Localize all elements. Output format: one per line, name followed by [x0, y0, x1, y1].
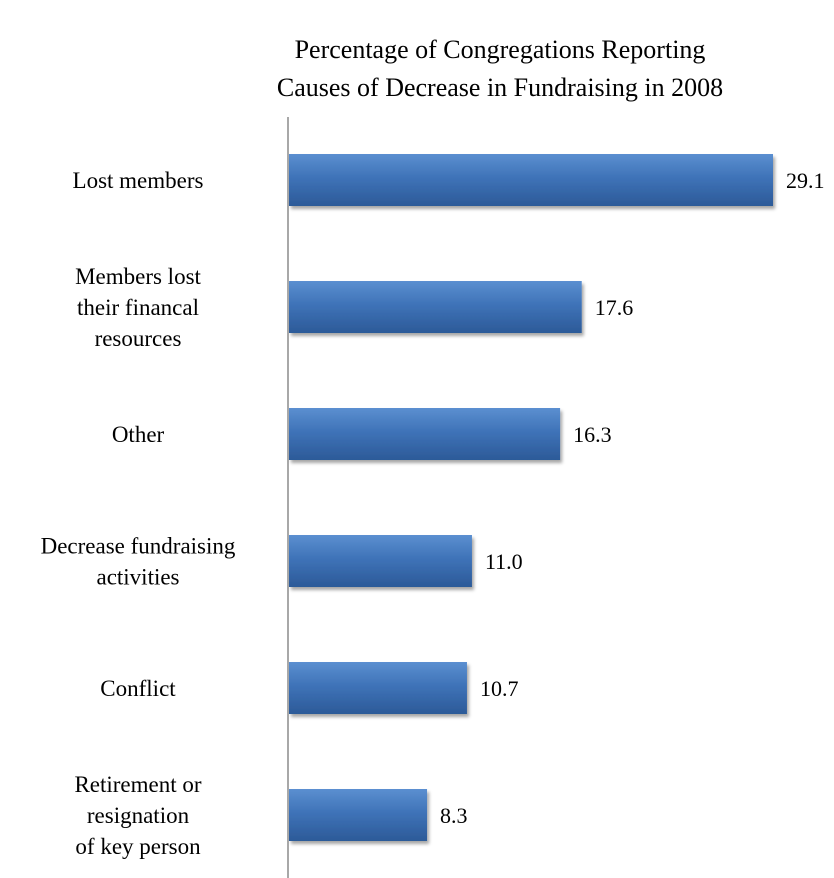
category-label-line: Decrease fundraising: [41, 534, 236, 559]
category-label-3: Other: [112, 422, 165, 447]
category-label-line: of key person: [75, 834, 201, 859]
value-label-2: 17.6: [595, 295, 634, 320]
category-label-line: Other: [112, 422, 165, 447]
bar-6: [289, 789, 428, 841]
category-label-4: Decrease fundraising activities: [41, 534, 236, 590]
category-label-line: Members lost: [75, 264, 201, 289]
bar-1: [289, 154, 773, 206]
category-label-1: Lost members: [73, 168, 204, 193]
category-label-5: Conflict: [100, 676, 176, 701]
value-label-4: 11.0: [485, 549, 523, 574]
category-label-line: Conflict: [100, 676, 176, 701]
category-label-6: Retirement or resignation of key person: [74, 772, 201, 859]
labels-layer: 29.1 Lost members 17.6 Members lost their fi…: [41, 168, 825, 859]
bar-5: [289, 662, 467, 714]
category-label-line: activities: [96, 565, 179, 590]
value-label-5: 10.7: [480, 676, 519, 701]
category-label-line: their financal: [77, 295, 199, 320]
chart-title-line-1: Percentage of Congregations Reporting: [294, 35, 706, 64]
value-label-6: 8.3: [440, 803, 468, 828]
category-label-line: resources: [95, 326, 182, 351]
value-label-3: 16.3: [573, 422, 612, 447]
bars-layer: [289, 154, 773, 841]
bar-2: [289, 281, 582, 333]
value-label-1: 29.1: [786, 168, 825, 193]
bar-4: [289, 535, 472, 587]
category-label-2: Members lost their financal resources: [75, 264, 201, 351]
category-label-line: Lost members: [73, 168, 204, 193]
category-label-line: Retirement or: [74, 772, 201, 797]
chart-title-line-2: Causes of Decrease in Fundraising in 200…: [276, 73, 724, 102]
category-label-line: resignation: [87, 803, 190, 828]
bar-3: [289, 408, 561, 460]
